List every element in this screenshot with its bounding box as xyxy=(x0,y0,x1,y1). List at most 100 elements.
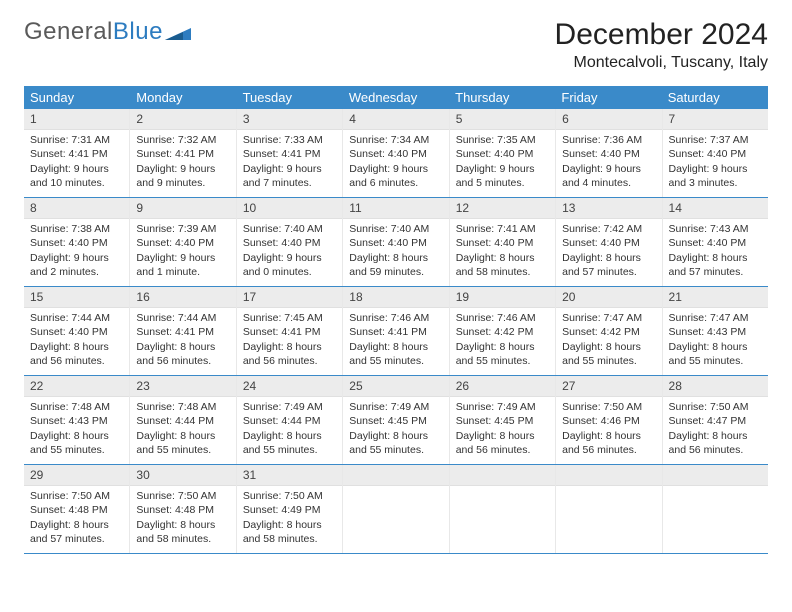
day-body: Sunrise: 7:50 AMSunset: 4:48 PMDaylight:… xyxy=(130,486,235,551)
day-body: Sunrise: 7:46 AMSunset: 4:42 PMDaylight:… xyxy=(450,308,555,373)
daylight-text: and 59 minutes. xyxy=(349,265,442,279)
sunrise-text: Sunrise: 7:46 AM xyxy=(349,311,442,325)
day-body: Sunrise: 7:44 AMSunset: 4:41 PMDaylight:… xyxy=(130,308,235,373)
daylight-text: and 56 minutes. xyxy=(243,354,336,368)
sunrise-text: Sunrise: 7:31 AM xyxy=(30,133,123,147)
calendar: SundayMondayTuesdayWednesdayThursdayFrid… xyxy=(24,86,768,554)
day-number: 2 xyxy=(130,109,235,130)
sunset-text: Sunset: 4:44 PM xyxy=(243,414,336,428)
sunset-text: Sunset: 4:42 PM xyxy=(562,325,655,339)
day-number xyxy=(556,465,661,486)
sunrise-text: Sunrise: 7:44 AM xyxy=(136,311,229,325)
day-body: Sunrise: 7:50 AMSunset: 4:48 PMDaylight:… xyxy=(24,486,129,551)
sunset-text: Sunset: 4:40 PM xyxy=(30,325,123,339)
daylight-text: and 7 minutes. xyxy=(243,176,336,190)
sunset-text: Sunset: 4:43 PM xyxy=(669,325,762,339)
location: Montecalvoli, Tuscany, Italy xyxy=(555,54,768,72)
sunset-text: Sunset: 4:40 PM xyxy=(30,236,123,250)
day-body: Sunrise: 7:43 AMSunset: 4:40 PMDaylight:… xyxy=(663,219,768,284)
weekday-header: Monday xyxy=(130,86,236,109)
sunrise-text: Sunrise: 7:40 AM xyxy=(349,222,442,236)
daylight-text: Daylight: 9 hours xyxy=(243,251,336,265)
day-body: Sunrise: 7:34 AMSunset: 4:40 PMDaylight:… xyxy=(343,130,448,195)
day-cell: 18Sunrise: 7:46 AMSunset: 4:41 PMDayligh… xyxy=(343,287,449,375)
day-cell: 30Sunrise: 7:50 AMSunset: 4:48 PMDayligh… xyxy=(130,465,236,553)
daylight-text: Daylight: 8 hours xyxy=(349,340,442,354)
sunset-text: Sunset: 4:41 PM xyxy=(243,147,336,161)
day-number: 6 xyxy=(556,109,661,130)
daylight-text: and 56 minutes. xyxy=(456,443,549,457)
daylight-text: and 57 minutes. xyxy=(30,532,123,546)
daylight-text: Daylight: 8 hours xyxy=(30,518,123,532)
day-cell: 12Sunrise: 7:41 AMSunset: 4:40 PMDayligh… xyxy=(450,198,556,286)
day-body: Sunrise: 7:45 AMSunset: 4:41 PMDaylight:… xyxy=(237,308,342,373)
sunrise-text: Sunrise: 7:47 AM xyxy=(562,311,655,325)
sunset-text: Sunset: 4:46 PM xyxy=(562,414,655,428)
day-number: 21 xyxy=(663,287,768,308)
day-number: 15 xyxy=(24,287,129,308)
daylight-text: Daylight: 8 hours xyxy=(456,340,549,354)
daylight-text: Daylight: 8 hours xyxy=(562,340,655,354)
daylight-text: and 55 minutes. xyxy=(669,354,762,368)
day-number: 29 xyxy=(24,465,129,486)
daylight-text: Daylight: 8 hours xyxy=(669,429,762,443)
sunrise-text: Sunrise: 7:44 AM xyxy=(30,311,123,325)
day-body: Sunrise: 7:42 AMSunset: 4:40 PMDaylight:… xyxy=(556,219,661,284)
daylight-text: Daylight: 9 hours xyxy=(30,162,123,176)
daylight-text: and 5 minutes. xyxy=(456,176,549,190)
sunset-text: Sunset: 4:41 PM xyxy=(136,325,229,339)
daylight-text: and 58 minutes. xyxy=(136,532,229,546)
day-body: Sunrise: 7:40 AMSunset: 4:40 PMDaylight:… xyxy=(343,219,448,284)
day-number: 17 xyxy=(237,287,342,308)
day-number: 22 xyxy=(24,376,129,397)
sunrise-text: Sunrise: 7:42 AM xyxy=(562,222,655,236)
day-cell: 4Sunrise: 7:34 AMSunset: 4:40 PMDaylight… xyxy=(343,109,449,197)
sunset-text: Sunset: 4:40 PM xyxy=(243,236,336,250)
week-row: 1Sunrise: 7:31 AMSunset: 4:41 PMDaylight… xyxy=(24,109,768,198)
sunrise-text: Sunrise: 7:33 AM xyxy=(243,133,336,147)
daylight-text: and 57 minutes. xyxy=(669,265,762,279)
daylight-text: and 57 minutes. xyxy=(562,265,655,279)
logo-text-1: General xyxy=(24,18,113,46)
daylight-text: Daylight: 8 hours xyxy=(136,518,229,532)
sunrise-text: Sunrise: 7:50 AM xyxy=(243,489,336,503)
day-cell: 19Sunrise: 7:46 AMSunset: 4:42 PMDayligh… xyxy=(450,287,556,375)
daylight-text: and 58 minutes. xyxy=(243,532,336,546)
day-cell: 11Sunrise: 7:40 AMSunset: 4:40 PMDayligh… xyxy=(343,198,449,286)
sunrise-text: Sunrise: 7:50 AM xyxy=(669,400,762,414)
daylight-text: Daylight: 8 hours xyxy=(562,429,655,443)
day-number: 30 xyxy=(130,465,235,486)
sunset-text: Sunset: 4:40 PM xyxy=(456,147,549,161)
weekday-row: SundayMondayTuesdayWednesdayThursdayFrid… xyxy=(24,86,768,109)
daylight-text: Daylight: 8 hours xyxy=(349,429,442,443)
weekday-header: Friday xyxy=(555,86,661,109)
daylight-text: and 10 minutes. xyxy=(30,176,123,190)
sunrise-text: Sunrise: 7:40 AM xyxy=(243,222,336,236)
day-body: Sunrise: 7:49 AMSunset: 4:45 PMDaylight:… xyxy=(450,397,555,462)
day-number: 26 xyxy=(450,376,555,397)
daylight-text: and 0 minutes. xyxy=(243,265,336,279)
sunset-text: Sunset: 4:44 PM xyxy=(136,414,229,428)
daylight-text: Daylight: 9 hours xyxy=(562,162,655,176)
day-body: Sunrise: 7:50 AMSunset: 4:46 PMDaylight:… xyxy=(556,397,661,462)
sunrise-text: Sunrise: 7:49 AM xyxy=(456,400,549,414)
daylight-text: Daylight: 9 hours xyxy=(349,162,442,176)
day-body: Sunrise: 7:46 AMSunset: 4:41 PMDaylight:… xyxy=(343,308,448,373)
day-number: 23 xyxy=(130,376,235,397)
sunset-text: Sunset: 4:41 PM xyxy=(136,147,229,161)
logo-text-2: Blue xyxy=(113,18,163,46)
day-number: 9 xyxy=(130,198,235,219)
day-body: Sunrise: 7:36 AMSunset: 4:40 PMDaylight:… xyxy=(556,130,661,195)
sunrise-text: Sunrise: 7:46 AM xyxy=(456,311,549,325)
day-number: 24 xyxy=(237,376,342,397)
day-number: 28 xyxy=(663,376,768,397)
logo-flag-icon xyxy=(165,22,191,42)
day-cell: 21Sunrise: 7:47 AMSunset: 4:43 PMDayligh… xyxy=(663,287,768,375)
daylight-text: and 55 minutes. xyxy=(562,354,655,368)
day-cell: 27Sunrise: 7:50 AMSunset: 4:46 PMDayligh… xyxy=(556,376,662,464)
sunset-text: Sunset: 4:41 PM xyxy=(30,147,123,161)
daylight-text: Daylight: 9 hours xyxy=(136,251,229,265)
day-number: 19 xyxy=(450,287,555,308)
day-cell: 29Sunrise: 7:50 AMSunset: 4:48 PMDayligh… xyxy=(24,465,130,553)
day-number: 8 xyxy=(24,198,129,219)
